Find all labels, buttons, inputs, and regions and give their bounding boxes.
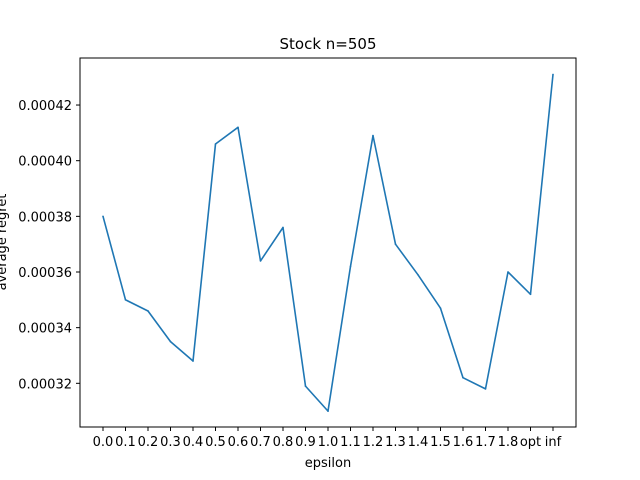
x-tick-label: 1.7 xyxy=(475,435,496,450)
x-tick-label: 0.5 xyxy=(205,435,226,450)
data-point xyxy=(214,143,217,145)
data-point xyxy=(529,293,532,296)
data-point xyxy=(124,299,127,301)
x-tick-label: 1.3 xyxy=(385,435,406,450)
chart-title: Stock n=505 xyxy=(280,35,377,53)
data-point xyxy=(237,126,239,129)
x-tick-label: 1.8 xyxy=(498,435,519,450)
x-tick-label: 1.4 xyxy=(408,435,429,450)
x-tick-label: 0.1 xyxy=(115,435,136,450)
plot-area: 0.0 0.1 0.2 0.3 0.4 0.5 0.6 0.7 0.8 0.9 1.0 1.1 1.2 1… xyxy=(18,57,577,450)
data-point xyxy=(417,273,419,276)
y-tick-label: 0.00036 xyxy=(18,266,72,281)
x-tick-label: 0.4 xyxy=(183,435,204,450)
x-tick-label: 1.5 xyxy=(430,435,451,450)
x-tick-label: opt xyxy=(520,435,541,450)
data-point xyxy=(304,385,307,387)
y-tick-label: 0.00042 xyxy=(18,99,72,114)
x-tick-label: 1.1 xyxy=(340,435,361,450)
y-tick-label: 0.00040 xyxy=(18,155,72,170)
data-point xyxy=(147,310,149,312)
x-tick-label: 0.2 xyxy=(138,435,159,450)
data-point xyxy=(192,360,194,362)
x-tick-label: 0.7 xyxy=(250,435,271,450)
y-axis-label: average regret xyxy=(0,194,10,291)
data-point xyxy=(102,215,104,218)
data-point xyxy=(439,307,442,309)
x-tick-label: 0.6 xyxy=(228,435,249,450)
x-tick-label: 0.3 xyxy=(160,435,181,450)
data-point xyxy=(462,376,464,379)
data-point xyxy=(327,410,329,412)
y-tick-label: 0.00034 xyxy=(18,322,72,337)
x-axis-label: epsilon xyxy=(305,456,351,471)
x-tick-label: 0.0 xyxy=(93,435,114,450)
x-tick-label: 1.0 xyxy=(318,435,339,450)
x-tick-label: 1.6 xyxy=(453,435,474,450)
x-tick-label: 0.9 xyxy=(295,435,316,450)
data-point xyxy=(349,265,352,268)
data-point xyxy=(372,134,374,137)
data-point xyxy=(507,271,509,273)
data-point xyxy=(394,243,397,245)
x-tick-label: 1.2 xyxy=(363,435,384,450)
data-point xyxy=(169,340,172,343)
data-point xyxy=(484,388,487,390)
data-point xyxy=(552,73,554,76)
y-tick-label: 0.00032 xyxy=(18,377,72,392)
y-tick-label: 0.00038 xyxy=(18,210,72,225)
data-point xyxy=(282,226,284,229)
data-point xyxy=(259,260,262,262)
x-tick-label: inf xyxy=(545,435,562,450)
x-tick-label: 0.8 xyxy=(273,435,294,450)
